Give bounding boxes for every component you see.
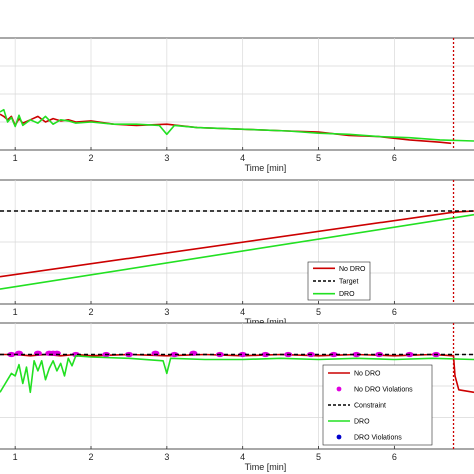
legend-label: DRO <box>354 419 370 426</box>
legend-box <box>322 364 433 446</box>
x-tick-label: 5 <box>316 452 321 462</box>
x-tick-label: 3 <box>164 452 169 462</box>
x-tick-label: 6 <box>392 153 397 163</box>
x-tick-label: 4 <box>240 153 245 163</box>
legend-swatch-dro-violations <box>336 434 342 440</box>
x-tick-label: 6 <box>392 452 397 462</box>
marker-no-dro-violations <box>261 351 270 358</box>
legend-label: No DRO <box>354 371 381 378</box>
series-line-dro <box>0 108 474 142</box>
legend-label: Constraint <box>354 403 386 410</box>
x-tick-label: 1 <box>13 452 18 462</box>
series-line-dro <box>0 213 474 290</box>
legend-swatch-no-dro-violations <box>336 386 342 392</box>
x-axis-label: Time [min] <box>245 317 287 327</box>
x-tick-label: 5 <box>316 153 321 163</box>
legend-label: Target <box>339 279 359 286</box>
legend: No DRO No DRO Violations Constraint DRO DRO … <box>322 364 433 446</box>
x-tick-label: 2 <box>89 307 94 317</box>
x-tick-label: 3 <box>164 307 169 317</box>
marker-no-dro-violations <box>238 351 247 358</box>
x-axis-label: Time [min] <box>245 163 287 173</box>
x-axis-label: Time [min] <box>245 462 287 472</box>
x-tick-label: 3 <box>164 153 169 163</box>
series-line-dro <box>0 354 474 394</box>
panel-2: 1 2 3 4 5 6 Time [min] No DRO Target DRO <box>0 179 474 327</box>
legend-label: DRO Violations <box>354 435 402 442</box>
x-tick-label: 6 <box>392 307 397 317</box>
marker-no-dro-violations <box>352 351 361 358</box>
x-tick-label: 1 <box>13 307 18 317</box>
legend-label: No DRO Violations <box>354 387 413 394</box>
panel-3: 1 2 3 4 5 6 Time [min] No DRO No DRO Violations C… <box>0 322 474 472</box>
marker-no-dro-violations <box>329 351 338 358</box>
legend: No DRO Target DRO <box>307 261 371 301</box>
marker-no-dro-violations <box>7 351 16 358</box>
marker-no-dro-violations <box>170 351 179 358</box>
x-tick-label: 5 <box>316 307 321 317</box>
x-tick-label: 2 <box>89 153 94 163</box>
x-tick-label: 2 <box>89 452 94 462</box>
x-tick-label: 4 <box>240 452 245 462</box>
x-tick-label: 1 <box>13 153 18 163</box>
x-tick-label: 4 <box>240 307 245 317</box>
panel-1: 1 2 3 4 5 6 Time [min] <box>0 37 474 173</box>
legend-label: No DRO <box>339 266 366 273</box>
legend-label: DRO <box>339 291 355 298</box>
